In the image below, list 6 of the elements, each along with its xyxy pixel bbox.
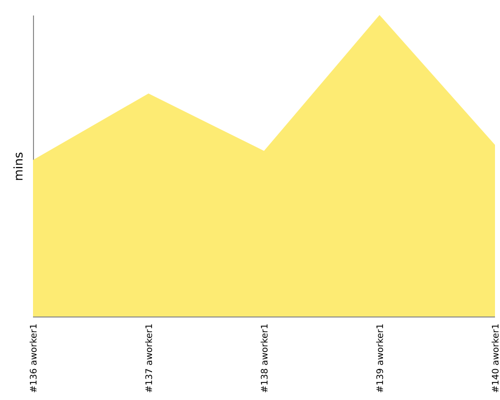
x-tick-label: #140 aworker1 (492, 324, 500, 394)
x-tick-label: #139 aworker1 (376, 324, 386, 394)
y-axis-title: mins (12, 152, 26, 181)
x-tick-label: #136 aworker1 (30, 324, 40, 394)
x-tick-label: #137 aworker1 (145, 324, 155, 394)
x-tick-label: #138 aworker1 (260, 324, 270, 394)
